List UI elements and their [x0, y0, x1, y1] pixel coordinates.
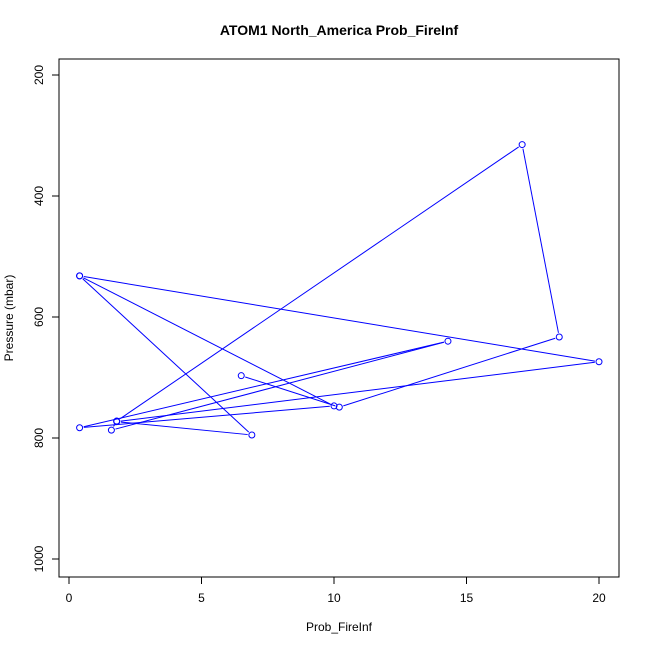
data-point [518, 141, 526, 149]
chart-title: ATOM1 North_America Prob_FireInf [220, 22, 459, 38]
data-point [248, 431, 256, 439]
y-tick-label: 1000 [32, 545, 46, 572]
plot-frame [58, 58, 620, 578]
data-point [555, 333, 563, 341]
y-tick-label: 200 [32, 65, 46, 85]
series-layer [76, 141, 603, 439]
series-segment [120, 361, 595, 422]
data-point [335, 403, 343, 411]
series-segment [83, 277, 331, 405]
data-point [113, 418, 121, 426]
y-axis-label: Pressure (mbar) [2, 275, 16, 362]
data-point [330, 402, 338, 410]
series-segment [343, 337, 556, 407]
data-point [444, 337, 452, 345]
x-tick-label: 5 [198, 591, 205, 605]
series-segment [245, 376, 336, 407]
data-point [237, 372, 245, 380]
x-tick-label: 0 [66, 591, 73, 605]
x-tick-label: 20 [592, 591, 606, 605]
series-segment [83, 341, 444, 428]
x-axis-label: Prob_FireInf [306, 620, 373, 634]
data-point [107, 426, 115, 434]
y-tick-label: 800 [32, 428, 46, 448]
series-segment [83, 405, 330, 428]
y-tick-label: 400 [32, 186, 46, 206]
data-point [76, 424, 84, 432]
y-tick-label: 600 [32, 307, 46, 327]
series-segment [83, 276, 595, 362]
x-axis: 0 5 10 15 20 [66, 576, 606, 605]
series-segment [120, 421, 248, 436]
series-segment [82, 278, 250, 433]
series-segment [522, 148, 559, 333]
data-point [76, 272, 84, 280]
x-tick-label: 10 [327, 591, 341, 605]
series-segment [119, 146, 519, 420]
y-axis: 200 400 600 800 1000 [32, 65, 60, 572]
data-point [595, 358, 603, 366]
x-tick-label: 15 [460, 591, 474, 605]
